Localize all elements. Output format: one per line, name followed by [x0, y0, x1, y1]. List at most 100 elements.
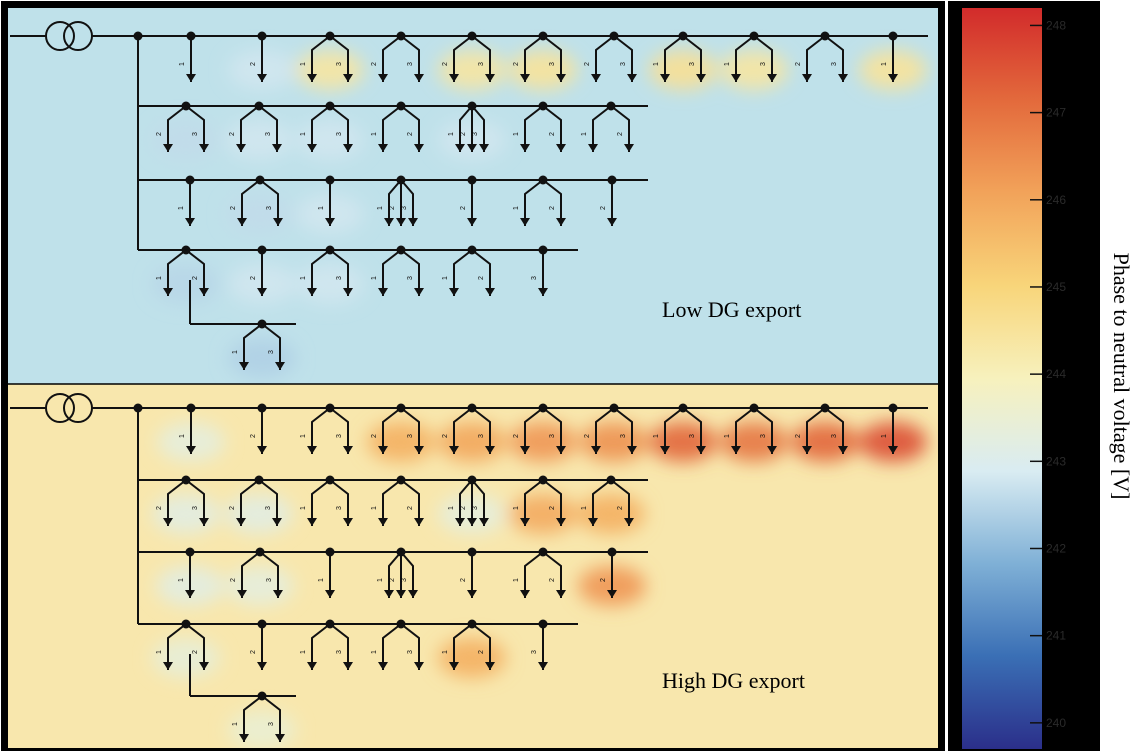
load-line [243, 323, 263, 370]
phase-label: 2 [617, 506, 624, 510]
load-arrow-icon [378, 74, 388, 82]
phase-label: 2 [230, 206, 237, 210]
load-line [471, 479, 485, 526]
load-line [524, 551, 544, 598]
load-line [542, 179, 562, 226]
phase-label: 1 [300, 276, 307, 280]
load-arrow-icon [588, 518, 598, 526]
load-arrow-icon [163, 662, 173, 670]
phase-label: 2 [192, 276, 199, 280]
load-line [400, 249, 420, 296]
load-line [471, 407, 491, 454]
load-arrow-icon [660, 74, 670, 82]
load-line [735, 35, 755, 82]
load-line [311, 479, 331, 526]
load-line [311, 35, 331, 82]
phase-label: 2 [407, 132, 414, 136]
voltage-hotspot [649, 422, 717, 462]
phase-label: 1 [371, 506, 378, 510]
load-arrow-icon [343, 518, 353, 526]
load-line [311, 407, 331, 454]
load-arrow-icon [236, 518, 246, 526]
phase-label: 2 [250, 62, 257, 66]
phase-label: 2 [442, 434, 449, 438]
load-arrow-icon [556, 218, 566, 226]
phase-label: 1 [513, 506, 520, 510]
load-line [613, 407, 633, 454]
colorbar-tick-label: 248 [1046, 18, 1066, 32]
load-arrow-icon [307, 74, 317, 82]
phase-label: 1 [881, 62, 888, 66]
load-arrow-icon [396, 218, 406, 226]
voltage-hotspot [367, 422, 435, 462]
load-line [382, 623, 402, 670]
phase-label: 3 [336, 434, 343, 438]
phase-label: 1 [881, 434, 888, 438]
voltage-hotspot [438, 422, 506, 462]
load-line [824, 407, 844, 454]
load-line [329, 623, 349, 670]
phase-label: 3 [531, 650, 538, 654]
load-arrow-icon [624, 144, 634, 152]
phase-label: 2 [549, 506, 556, 510]
phase-label: 3 [407, 62, 414, 66]
load-line [459, 105, 473, 152]
phase-label: 2 [460, 206, 467, 210]
phase-label: 2 [229, 132, 236, 136]
panel-low-network: 1 2 1 3 2 3 2 3 2 3 2 3 1 3 1 3 2 3 1 2 3 2 3 1 3 1 2 1 2 3 1 2 1 2 1 2 3 1 1 2… [10, 21, 928, 370]
voltage-hotspot [228, 710, 296, 748]
load-line [753, 407, 773, 454]
voltage-hotspot [438, 50, 506, 90]
load-line [258, 105, 278, 152]
phase-label: 1 [178, 578, 185, 582]
voltage-hotspot [296, 264, 364, 304]
load-arrow-icon [767, 74, 777, 82]
colorbar-tick-label: 242 [1046, 541, 1066, 555]
phase-label: 3 [401, 578, 408, 582]
phase-label: 1 [653, 434, 660, 438]
load-line [243, 695, 263, 742]
voltage-hotspot [720, 422, 788, 462]
load-arrow-icon [485, 74, 495, 82]
phase-label: 3 [549, 62, 556, 66]
load-arrow-icon [307, 446, 317, 454]
load-line [664, 35, 684, 82]
load-line [524, 35, 544, 82]
load-arrow-icon [163, 518, 173, 526]
load-line [311, 249, 331, 296]
load-line [259, 551, 279, 598]
phase-label: 2 [795, 62, 802, 66]
phase-label: 2 [478, 650, 485, 654]
load-arrow-icon [378, 144, 388, 152]
colorbar: 240 241 242 243 244 245 246 247 248 Phase to neu… [948, 1, 1134, 751]
load-arrow-icon [485, 662, 495, 670]
colorbar-tick-label: 243 [1046, 454, 1066, 468]
load-line [382, 35, 402, 82]
voltage-hotspot [152, 120, 220, 160]
load-arrow-icon [273, 218, 283, 226]
load-arrow-icon [343, 446, 353, 454]
load-line [329, 35, 349, 82]
phase-label: 1 [371, 132, 378, 136]
load-arrow-icon [199, 518, 209, 526]
load-arrow-icon [396, 590, 406, 598]
phase-label: 3 [265, 132, 272, 136]
load-arrow-icon [272, 518, 282, 526]
phase-label: 3 [549, 434, 556, 438]
load-line [400, 551, 414, 598]
load-arrow-icon [378, 288, 388, 296]
voltage-hotspot [296, 50, 364, 90]
load-arrow-icon [163, 288, 173, 296]
load-line [542, 105, 562, 152]
phase-label: 2 [389, 206, 396, 210]
panel-high-dg: 1 2 1 3 2 3 2 3 2 3 2 3 1 3 1 3 2 3 1 2 3 2 3 1 3 1 2 1 2 3 1 2 1 2 1 2 3 1 1 2… [8, 384, 938, 748]
phase-label: 3 [407, 650, 414, 654]
load-arrow-icon [257, 662, 267, 670]
load-line [382, 479, 402, 526]
load-arrow-icon [767, 446, 777, 454]
panel-low-dg: 1 2 1 3 2 3 2 3 2 3 2 3 1 3 1 3 2 3 1 2 3 2 3 1 3 1 2 1 2 3 1 2 1 2 1 2 3 1 1 2… [8, 8, 938, 384]
load-line [382, 249, 402, 296]
load-line [524, 479, 544, 526]
load-line [542, 35, 562, 82]
load-arrow-icon [325, 590, 335, 598]
